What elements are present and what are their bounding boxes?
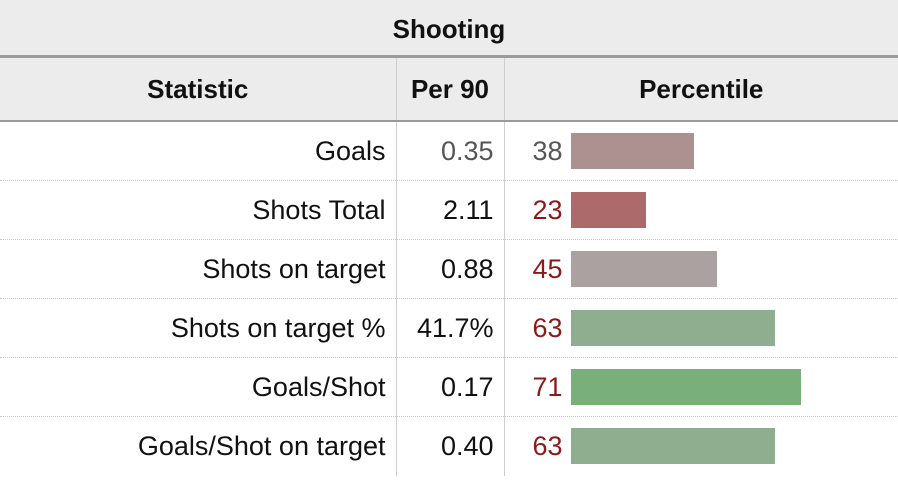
percentile-bar-track [570,251,891,287]
header-row: Statistic Per 90 Percentile [0,58,898,122]
percentile-bar-track [570,369,891,405]
percentile-value: 38 [532,135,563,166]
percentile-value: 63 [532,430,563,461]
percentile-bar-track [570,310,891,346]
stat-name: Goals/Shot on target [0,416,397,476]
stat-percentile-cell: 63 [504,417,898,476]
stat-percentile-cell: 38 [504,121,898,181]
percentile-value: 71 [532,371,563,402]
table-row: Shots Total 2.11 23 [0,180,898,240]
column-header-statistic[interactable]: Statistic [0,58,397,122]
percentile-value: 63 [532,312,563,343]
percentile-wrap: 23 [505,181,898,239]
column-header-percentile[interactable]: Percentile [504,58,898,122]
stat-per90: 2.11 [396,180,505,240]
percentile-wrap: 71 [505,358,898,416]
percentile-bar [570,133,694,169]
percentile-bar [570,251,717,287]
table-row: Goals/Shot 0.17 71 [0,357,898,417]
percentile-bar-track [570,428,891,465]
section-title: Shooting [0,0,898,58]
column-header-per90[interactable]: Per 90 [396,58,505,122]
stat-percentile-cell: 23 [504,180,898,240]
stat-name: Shots on target % [0,298,397,358]
percentile-wrap: 63 [505,417,898,475]
percentile-value: 45 [532,253,563,284]
stat-name: Shots on target [0,239,397,299]
percentile-bar-track [570,133,891,169]
table-row: Goals/Shot on target 0.40 63 [0,416,898,476]
stat-per90: 0.35 [396,121,505,181]
percentile-bar-track [570,192,891,228]
table-row: Shots on target % 41.7% 63 [0,298,898,358]
stat-percentile-cell: 45 [504,239,898,299]
stat-name: Shots Total [0,180,397,240]
stat-per90: 0.40 [396,416,505,476]
stat-percentile-cell: 63 [504,298,898,358]
stat-per90: 0.88 [396,239,505,299]
stat-per90: 0.17 [396,357,505,417]
percentile-bar [570,428,775,465]
stat-percentile-cell: 71 [504,357,898,417]
percentile-wrap: 45 [505,240,898,298]
shooting-stats-table: Statistic Per 90 Percentile Goals 0.35 3… [0,58,898,476]
table-row: Goals 0.35 38 [0,121,898,181]
stat-name: Goals/Shot [0,357,397,417]
table-body: Goals 0.35 38 Shots Total 2.11 23 [0,121,898,476]
percentile-value: 23 [532,194,563,225]
percentile-wrap: 63 [505,299,898,357]
stat-per90: 41.7% [396,298,505,358]
stat-name: Goals [0,121,397,181]
percentile-bar [570,192,646,228]
table-row: Shots on target 0.88 45 [0,239,898,299]
percentile-bar [570,310,775,346]
percentile-wrap: 38 [505,122,898,180]
percentile-bar [570,369,801,405]
table-header: Statistic Per 90 Percentile [0,58,898,122]
